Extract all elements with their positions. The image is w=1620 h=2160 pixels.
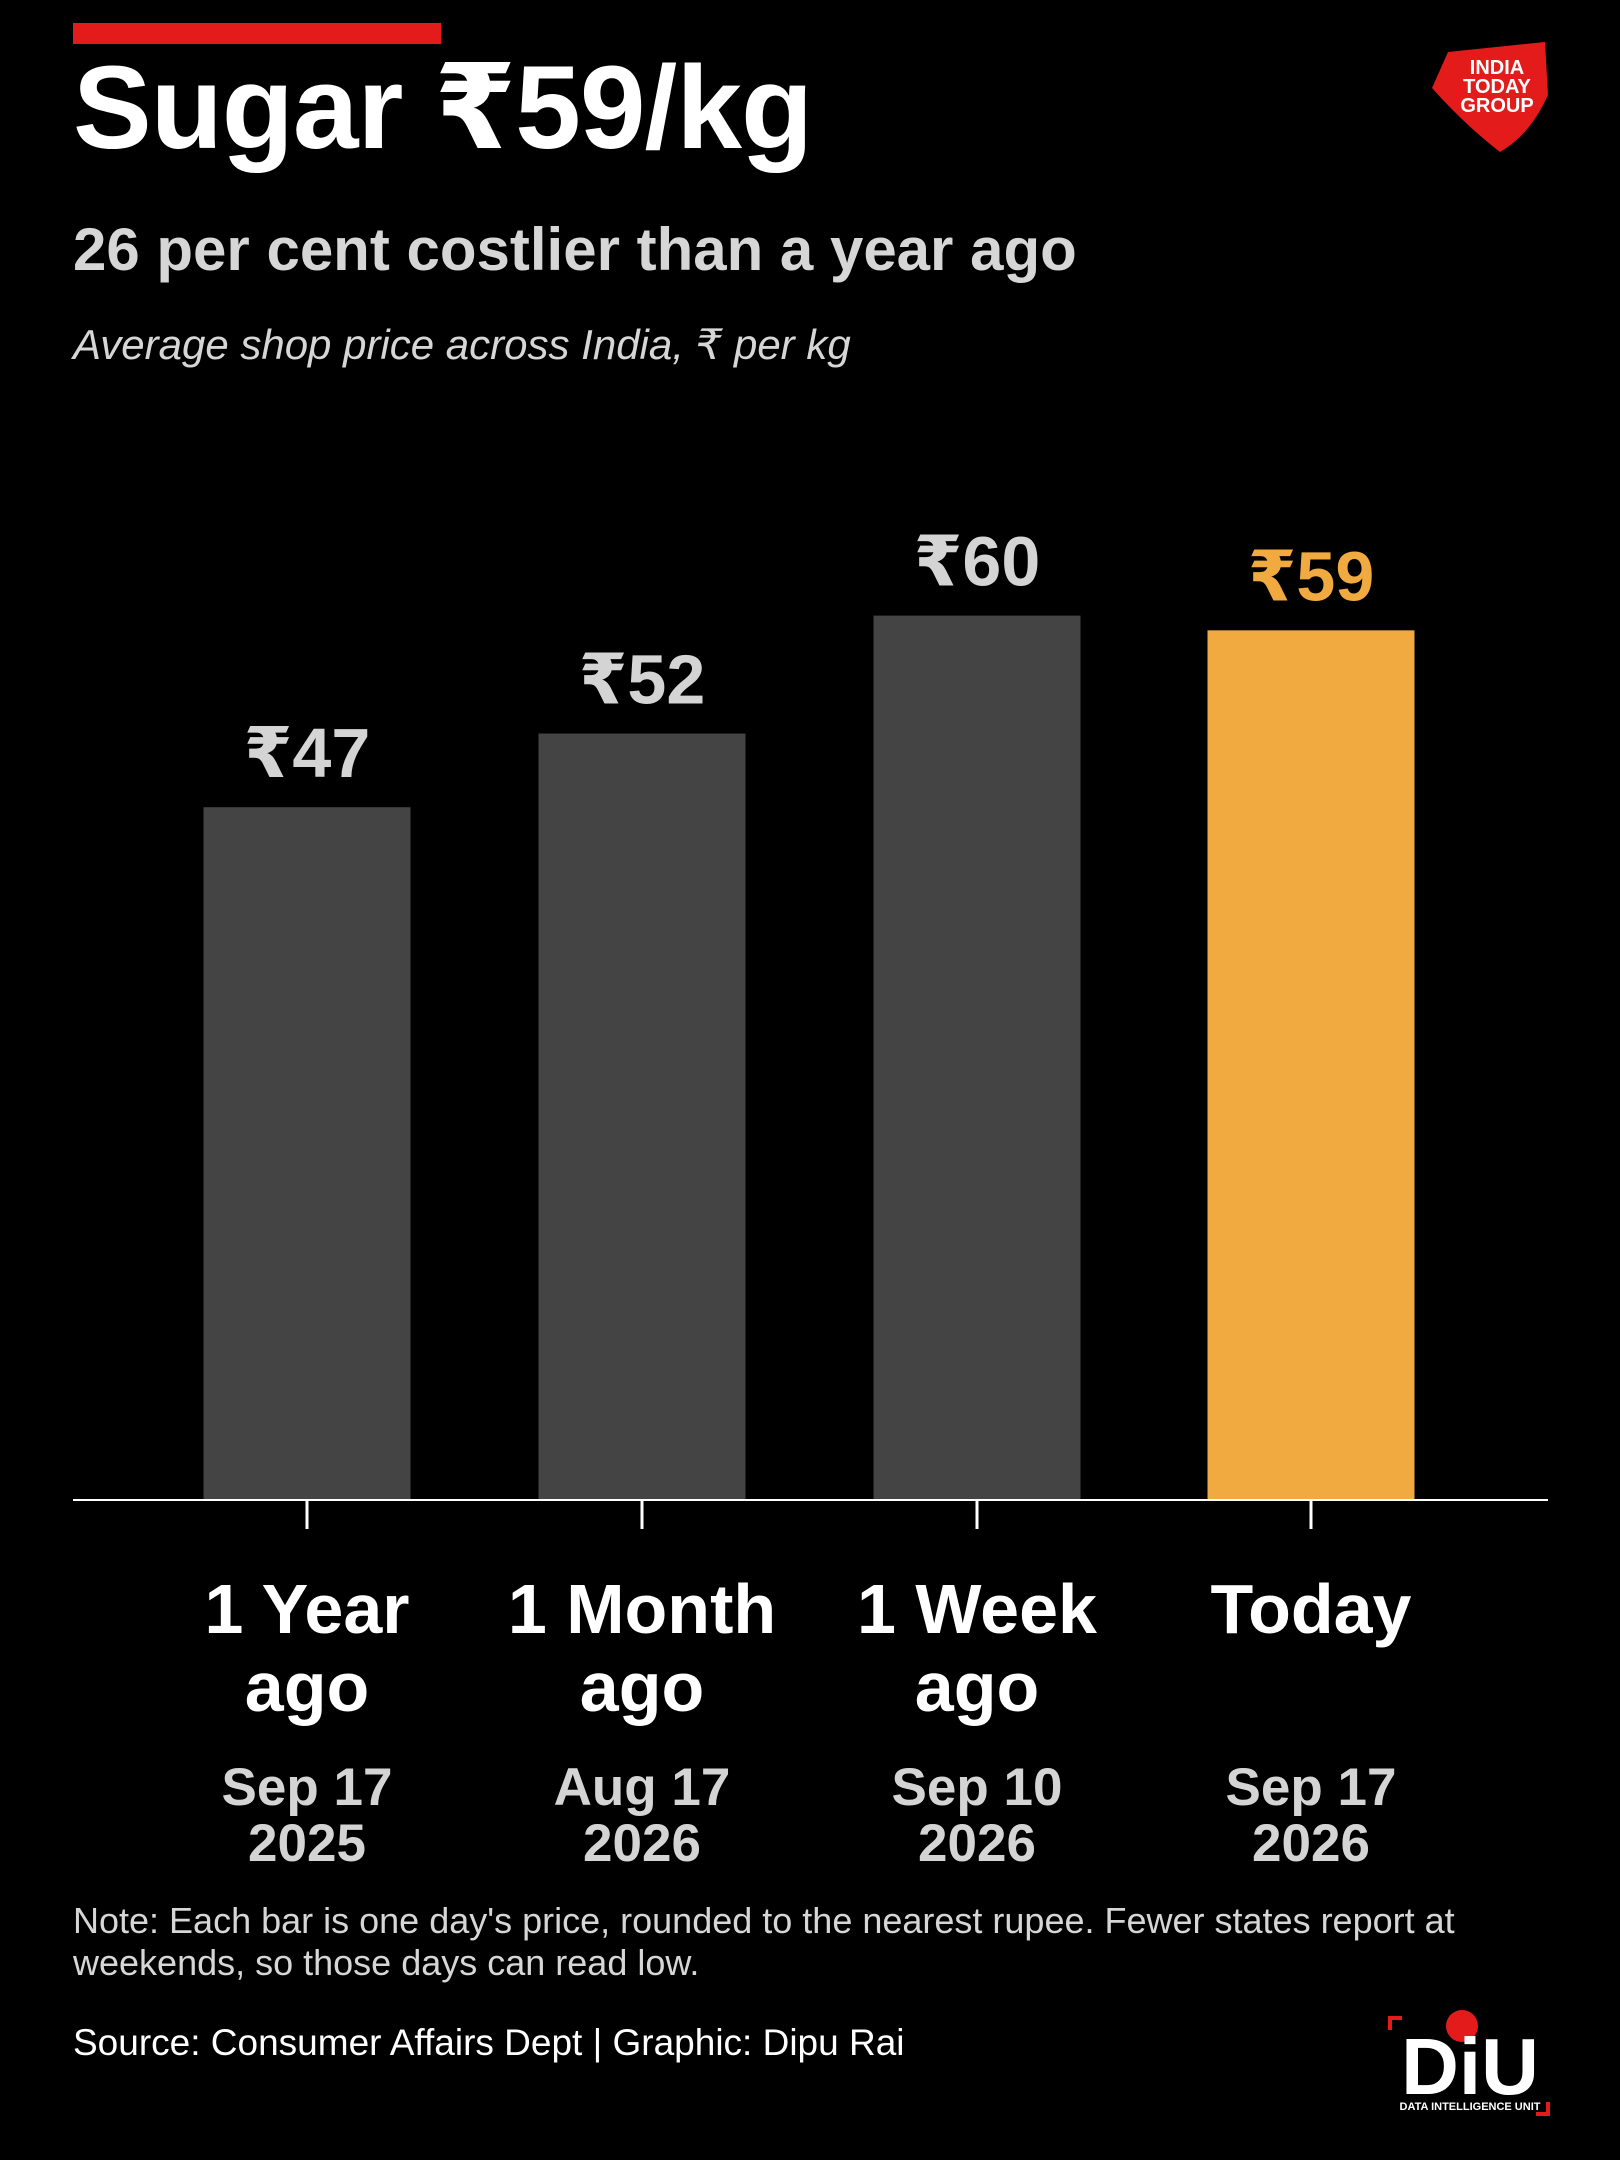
bar <box>203 807 411 1500</box>
value-label: ₹52 <box>579 641 706 719</box>
chart-subtitle: 26 per cent costlier than a year ago <box>73 216 1077 283</box>
accent-bar <box>73 23 441 44</box>
source: Source: Consumer Affairs Dept | Graphic:… <box>73 2022 905 2063</box>
x-tick-label: 1 Week ago <box>857 1570 1097 1726</box>
chart-title: Sugar ₹59/kg <box>73 42 813 174</box>
axis-note: Average shop price across India, ₹ per k… <box>73 321 851 368</box>
note: Note: Each bar is one day's price, round… <box>73 1900 1455 1983</box>
date-label: Aug 17 2026 <box>553 1758 731 1873</box>
publisher-logo <box>1432 42 1548 152</box>
x-tick-label: 1 Month ago <box>507 1570 777 1726</box>
logo-globe <box>1446 2010 1478 2042</box>
bar <box>538 733 746 1500</box>
unit-logo-caption: DATA INTELLIGENCE UNIT <box>1400 2101 1541 2113</box>
logo-shape <box>1432 42 1548 152</box>
bar <box>1207 630 1415 1500</box>
date-label: Sep 17 2026 <box>1225 1758 1397 1873</box>
publisher-logo-text: INDIA TODAY GROUP <box>1460 57 1533 117</box>
unit-logo-text: DiU <box>1401 2022 1539 2111</box>
unit-logo <box>1388 2010 1550 2116</box>
date-label: Sep 10 2026 <box>891 1758 1063 1873</box>
value-label: ₹47 <box>244 714 371 792</box>
bar <box>873 615 1081 1500</box>
x-tick-label: Today <box>1210 1570 1412 1648</box>
date-label: Sep 17 2025 <box>221 1758 393 1873</box>
logo-bracket <box>1388 2016 1402 2030</box>
value-label: ₹60 <box>914 523 1041 601</box>
x-tick-label: 1 Year ago <box>204 1570 410 1726</box>
value-label: ₹59 <box>1248 537 1375 615</box>
logo-bracket <box>1536 2102 1550 2116</box>
